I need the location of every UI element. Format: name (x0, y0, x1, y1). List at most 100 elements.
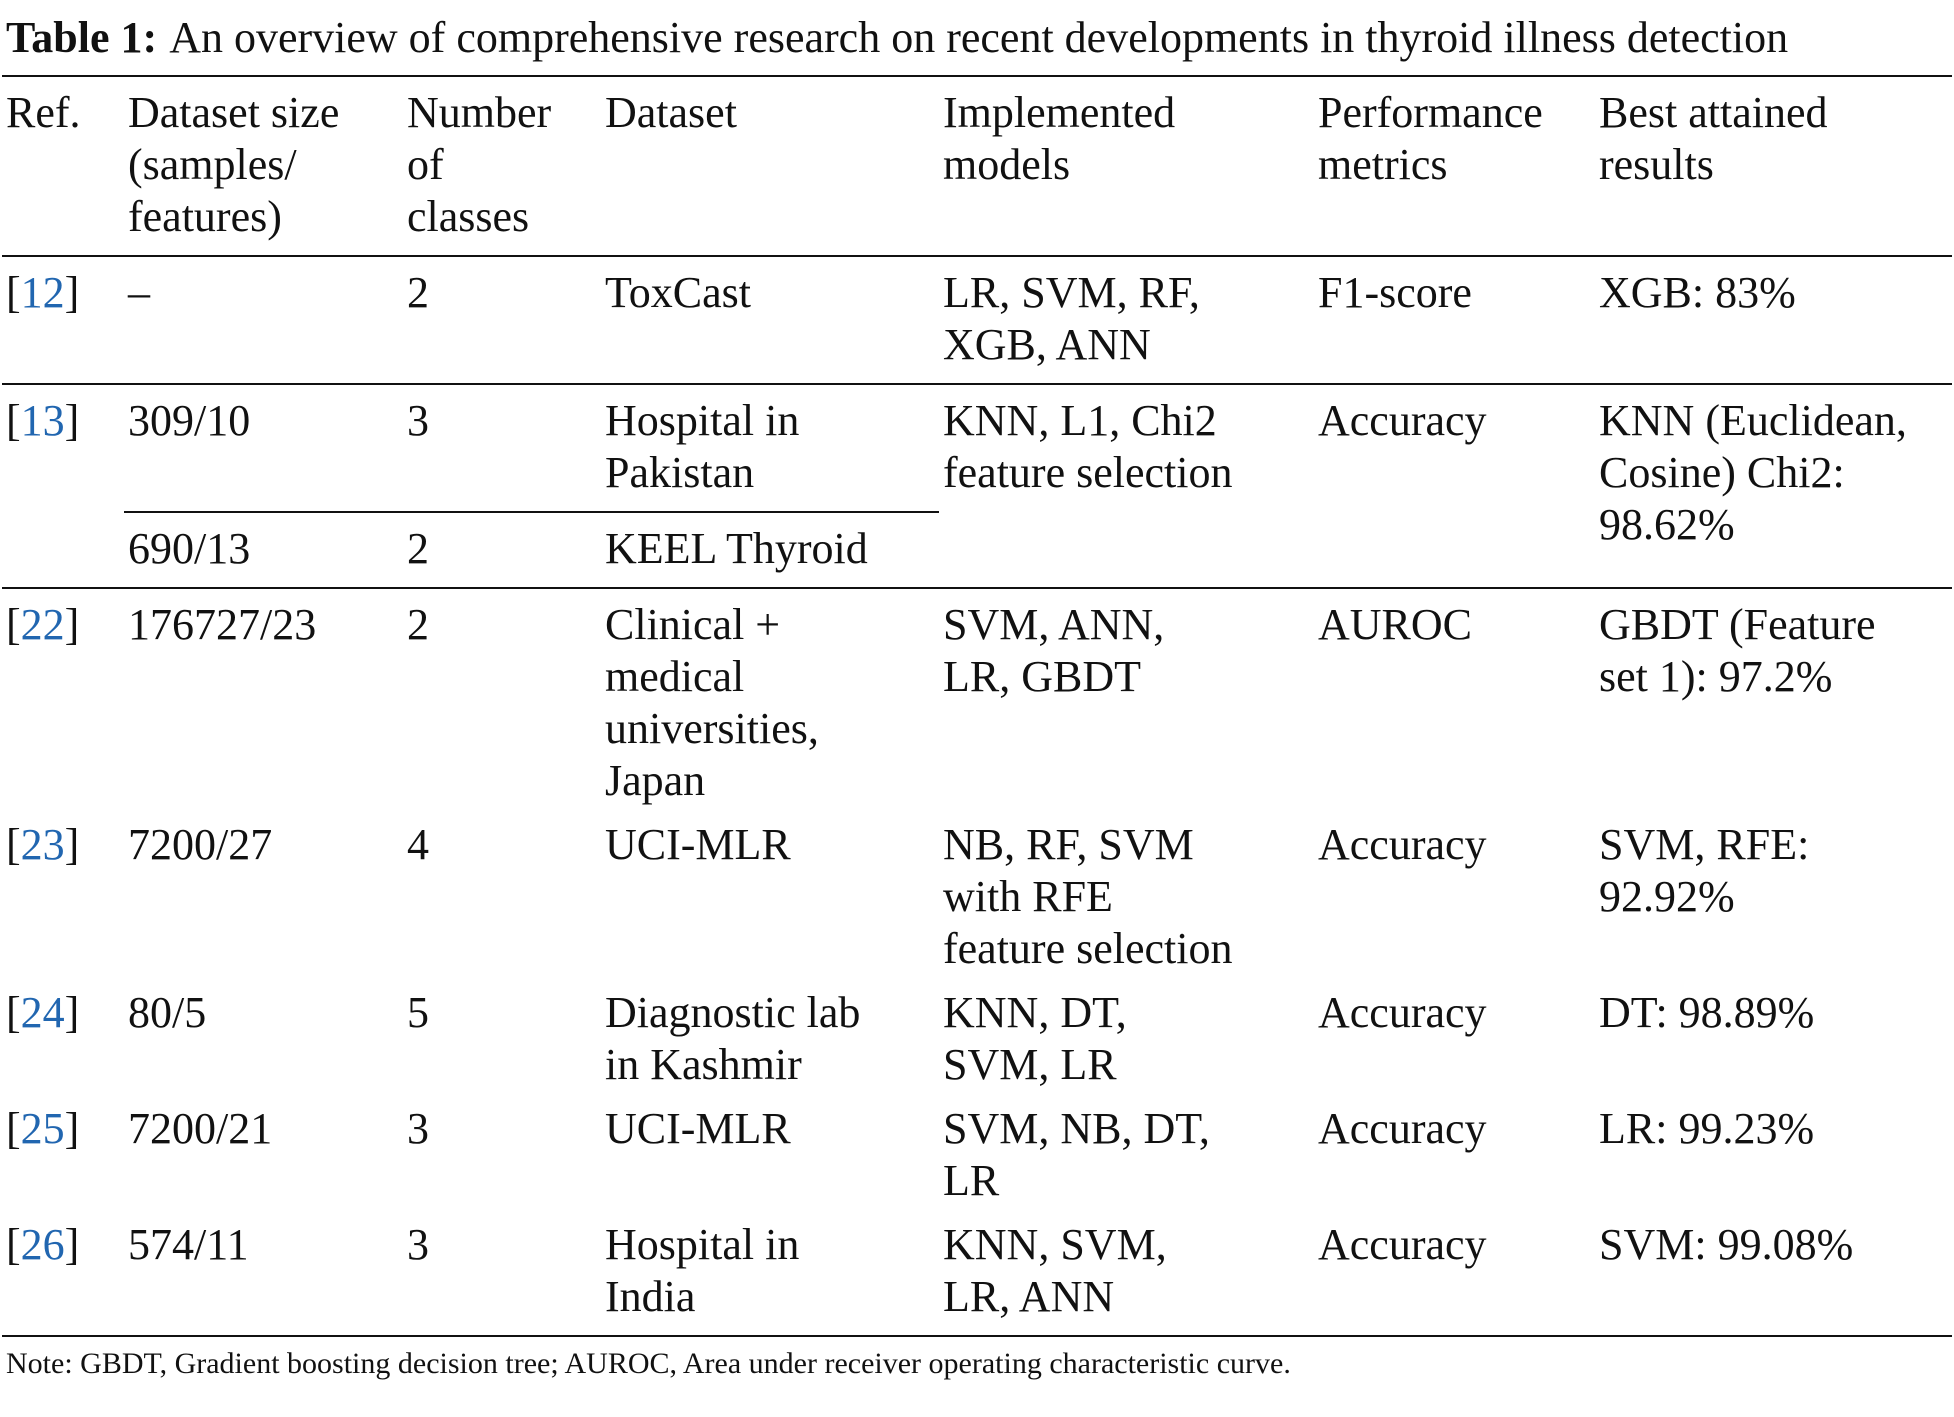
cell-line: features) (128, 192, 282, 241)
ref-bracket: ] (64, 268, 80, 317)
dataset-name: ToxCast (601, 256, 939, 385)
cell-line: 2 (407, 600, 429, 649)
ref-cell: [24] (2, 977, 124, 1093)
dataset-name: UCI-MLR (601, 1093, 939, 1209)
cell-line: India (605, 1272, 696, 1321)
cell-line: KNN, DT, (943, 988, 1127, 1037)
ref-bracket: [ (6, 1104, 21, 1153)
cell-line: with RFE (943, 872, 1113, 921)
cell-line: LR, GBDT (943, 652, 1141, 701)
cell-line: Performance (1318, 88, 1543, 137)
cell-line: 690/13 (128, 524, 251, 573)
cell-line: 7200/27 (128, 820, 273, 869)
cell-line: Hospital in (605, 396, 800, 445)
ref-cell: [12] (2, 256, 124, 385)
cell-line: SVM, ANN, (943, 600, 1165, 649)
class-count: 2 (403, 588, 601, 809)
cell-line: set 1): 97.2% (1599, 652, 1833, 701)
ref-link[interactable]: 26 (20, 1220, 65, 1269)
models-cell: KNN, L1, Chi2 feature selection (939, 384, 1314, 589)
class-count: 2 (403, 256, 601, 385)
cell-line: ToxCast (605, 268, 752, 317)
cell-line: Number (407, 88, 552, 137)
cell-line: UCI-MLR (605, 1104, 791, 1153)
cell-line: AUROC (1318, 600, 1473, 649)
dataset-size: 80/5 (124, 977, 403, 1093)
dataset-size: 176727/23 (124, 588, 403, 809)
header-cell: Implemented models (939, 75, 1314, 257)
dataset-size: 7200/27 (124, 809, 403, 977)
cell-line: UCI-MLR (605, 820, 791, 869)
cell-line: classes (407, 192, 530, 241)
ref-link[interactable]: 23 (20, 820, 65, 869)
table-row: [12] –2 ToxCast LR, SVM, RF, XGB, ANN F1-scor… (2, 256, 1952, 385)
ref-bracket: [ (6, 600, 21, 649)
table-row: [25] 7200/21 3 UCI-MLR SVM, NB, DT, LR Accurac… (2, 1093, 1952, 1209)
metrics-cell: Accuracy (1314, 977, 1595, 1093)
cell-line: LR, SVM, RF, (943, 268, 1200, 317)
metrics-cell: Accuracy (1314, 1209, 1595, 1337)
ref-bracket: ] (64, 988, 80, 1037)
class-count: 2 (403, 512, 601, 589)
ref-link[interactable]: 22 (20, 600, 65, 649)
models-cell: KNN, SVM, LR, ANN (939, 1209, 1314, 1337)
class-count: 3 (403, 384, 601, 513)
cell-line: 98.62% (1599, 500, 1735, 549)
ref-cell: [22] (2, 588, 124, 809)
cell-line: models (943, 140, 1071, 189)
results-cell: SVM, RFE: 92.92% (1595, 809, 1952, 977)
cell-line: Best attained (1599, 88, 1828, 137)
cell-line: XGB, ANN (943, 320, 1151, 369)
ref-cell: [23] (2, 809, 124, 977)
cell-line: 92.92% (1599, 872, 1735, 921)
cell-line: KNN (Euclidean, (1599, 396, 1907, 445)
ref-link[interactable]: 12 (20, 268, 65, 317)
models-cell: SVM, ANN, LR, GBDT (939, 588, 1314, 809)
dataset-size: 690/13 (124, 512, 403, 589)
cell-line: LR (943, 1156, 1000, 1205)
ref-link[interactable]: 24 (20, 988, 65, 1037)
cell-line: LR: 99.23% (1599, 1104, 1815, 1153)
cell-line: Accuracy (1318, 396, 1487, 445)
cell-line: SVM, NB, DT, (943, 1104, 1210, 1153)
metrics-cell: Accuracy (1314, 1093, 1595, 1209)
cell-line: Diagnostic lab (605, 988, 861, 1037)
metrics-cell: F1-score (1314, 256, 1595, 385)
dataset-name: UCI-MLR (601, 809, 939, 977)
cell-line: DT: 98.89% (1599, 988, 1815, 1037)
cell-line: LR, ANN (943, 1272, 1115, 1321)
table-row: [13] 309/10 3 Hospital in Pakistan KNN, L1, C… (2, 384, 1952, 589)
models-cell: SVM, NB, DT, LR (939, 1093, 1314, 1209)
cell-line: Cosine) Chi2: (1599, 448, 1845, 497)
metrics-cell: Accuracy (1314, 384, 1595, 589)
data-table: Ref. Dataset size (samples/features) Number… (2, 75, 1952, 1337)
cell-line: (samples/ (128, 140, 297, 189)
cell-line: results (1599, 140, 1714, 189)
cell-line: universities, (605, 704, 819, 753)
header-cell: Dataset size (samples/features) (124, 75, 403, 257)
dataset-name: Hospital in Pakistan (601, 384, 939, 513)
ref-link[interactable]: 25 (20, 1104, 65, 1153)
cell-line: 80/5 (128, 988, 207, 1037)
caption-label: Table 1: (6, 13, 158, 62)
table-row: 690/13 2 KEEL Thyroid (2, 512, 1952, 589)
dataset-name: Hospital in India (601, 1209, 939, 1337)
class-count: 3 (403, 1093, 601, 1209)
dataset-size: – (124, 256, 403, 385)
cell-line: metrics (1318, 140, 1448, 189)
cell-line: 5 (407, 988, 429, 1037)
metrics-cell: Accuracy (1314, 809, 1595, 977)
cell-line: SVM, RFE: (1599, 820, 1810, 869)
ref-bracket: [ (6, 1220, 21, 1269)
ref-bracket: ] (64, 1104, 80, 1153)
cell-line: 3 (407, 1220, 429, 1269)
cell-line: SVM: 99.08% (1599, 1220, 1854, 1269)
cell-line: 309/10 (128, 396, 251, 445)
cell-line: Accuracy (1318, 1104, 1487, 1153)
class-count: 5 (403, 977, 601, 1093)
dataset-name: Clinical + medical universities, Japan (601, 588, 939, 809)
ref-cell: [13] (2, 384, 124, 589)
ref-link[interactable]: 13 (20, 396, 65, 445)
cell-line: 574/11 (128, 1220, 249, 1269)
results-cell: XGB: 83% (1595, 256, 1952, 385)
